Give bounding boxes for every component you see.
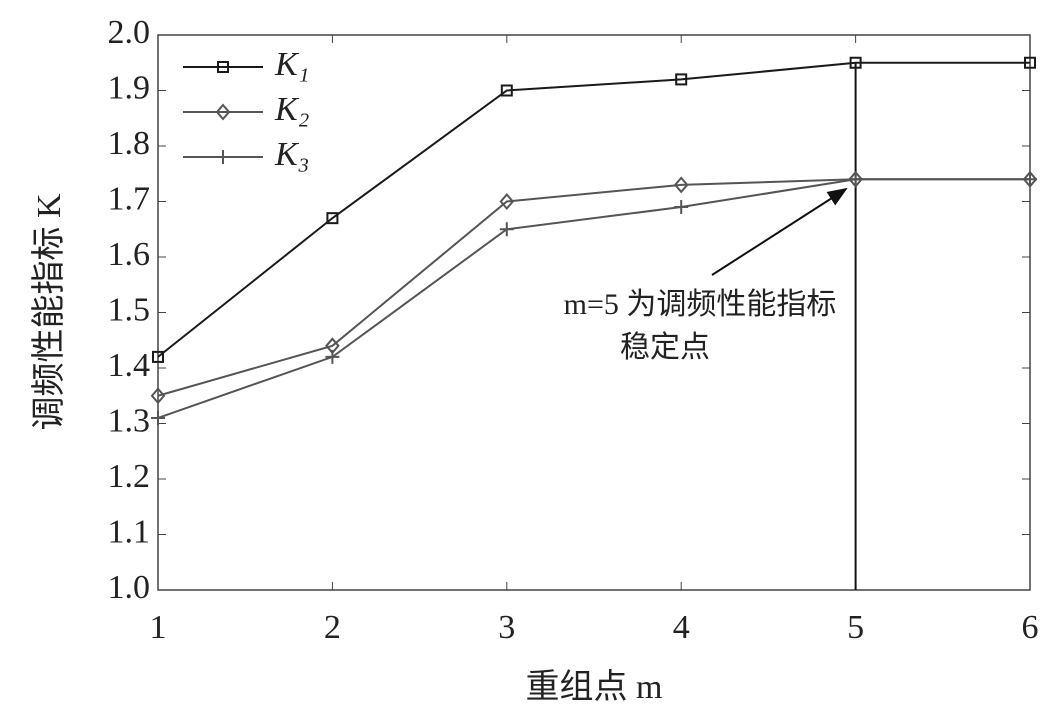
point bbox=[216, 150, 230, 164]
x-tick-label: 6 bbox=[1022, 609, 1039, 646]
y-tick-label: 1.0 bbox=[108, 569, 151, 606]
point bbox=[675, 73, 688, 86]
point bbox=[217, 61, 229, 73]
point bbox=[326, 212, 339, 225]
point bbox=[500, 84, 513, 97]
annotation: m=5 为调频性能指标 bbox=[564, 288, 837, 321]
y-tick-label: 1.2 bbox=[108, 458, 151, 495]
point bbox=[673, 176, 689, 194]
y-tick-label: 1.3 bbox=[108, 402, 151, 439]
annotation-arrow bbox=[711, 187, 848, 276]
point bbox=[152, 350, 164, 363]
point bbox=[1023, 172, 1037, 187]
legend-label: K₁ bbox=[274, 46, 310, 83]
y-tick-label: 1.8 bbox=[108, 125, 151, 162]
x-tick-label: 2 bbox=[324, 609, 341, 646]
y-tick-label: 1.4 bbox=[108, 347, 151, 384]
x-tick-label: 1 bbox=[150, 609, 167, 646]
y-tick-label: 1.7 bbox=[108, 180, 151, 217]
y-tick-label: 1.6 bbox=[108, 236, 151, 273]
x-axis-label: 重组点 m bbox=[526, 668, 663, 706]
y-tick-label: 1.1 bbox=[108, 513, 151, 550]
y-axis-label: 调频性能指标 K bbox=[30, 193, 68, 430]
x-tick-label: 5 bbox=[847, 609, 864, 646]
annotation: 稳定点 bbox=[620, 331, 710, 364]
y-tick-label: 1.5 bbox=[108, 291, 151, 328]
point bbox=[849, 56, 862, 69]
series-line bbox=[157, 61, 1030, 358]
legend-label: K₃ bbox=[274, 136, 310, 173]
point bbox=[674, 200, 689, 215]
point bbox=[150, 387, 166, 405]
point bbox=[151, 410, 165, 425]
x-tick-label: 4 bbox=[673, 609, 690, 646]
point bbox=[325, 349, 340, 364]
legend-label: K₂ bbox=[274, 91, 310, 128]
y-tick-label: 1.9 bbox=[108, 69, 151, 106]
point bbox=[215, 103, 231, 121]
point bbox=[499, 192, 515, 211]
point bbox=[848, 172, 863, 187]
y-tick-label: 2.0 bbox=[108, 14, 151, 51]
x-tick-label: 3 bbox=[498, 609, 515, 646]
series-line bbox=[157, 178, 1030, 419]
point bbox=[499, 222, 514, 237]
point bbox=[1024, 56, 1036, 69]
